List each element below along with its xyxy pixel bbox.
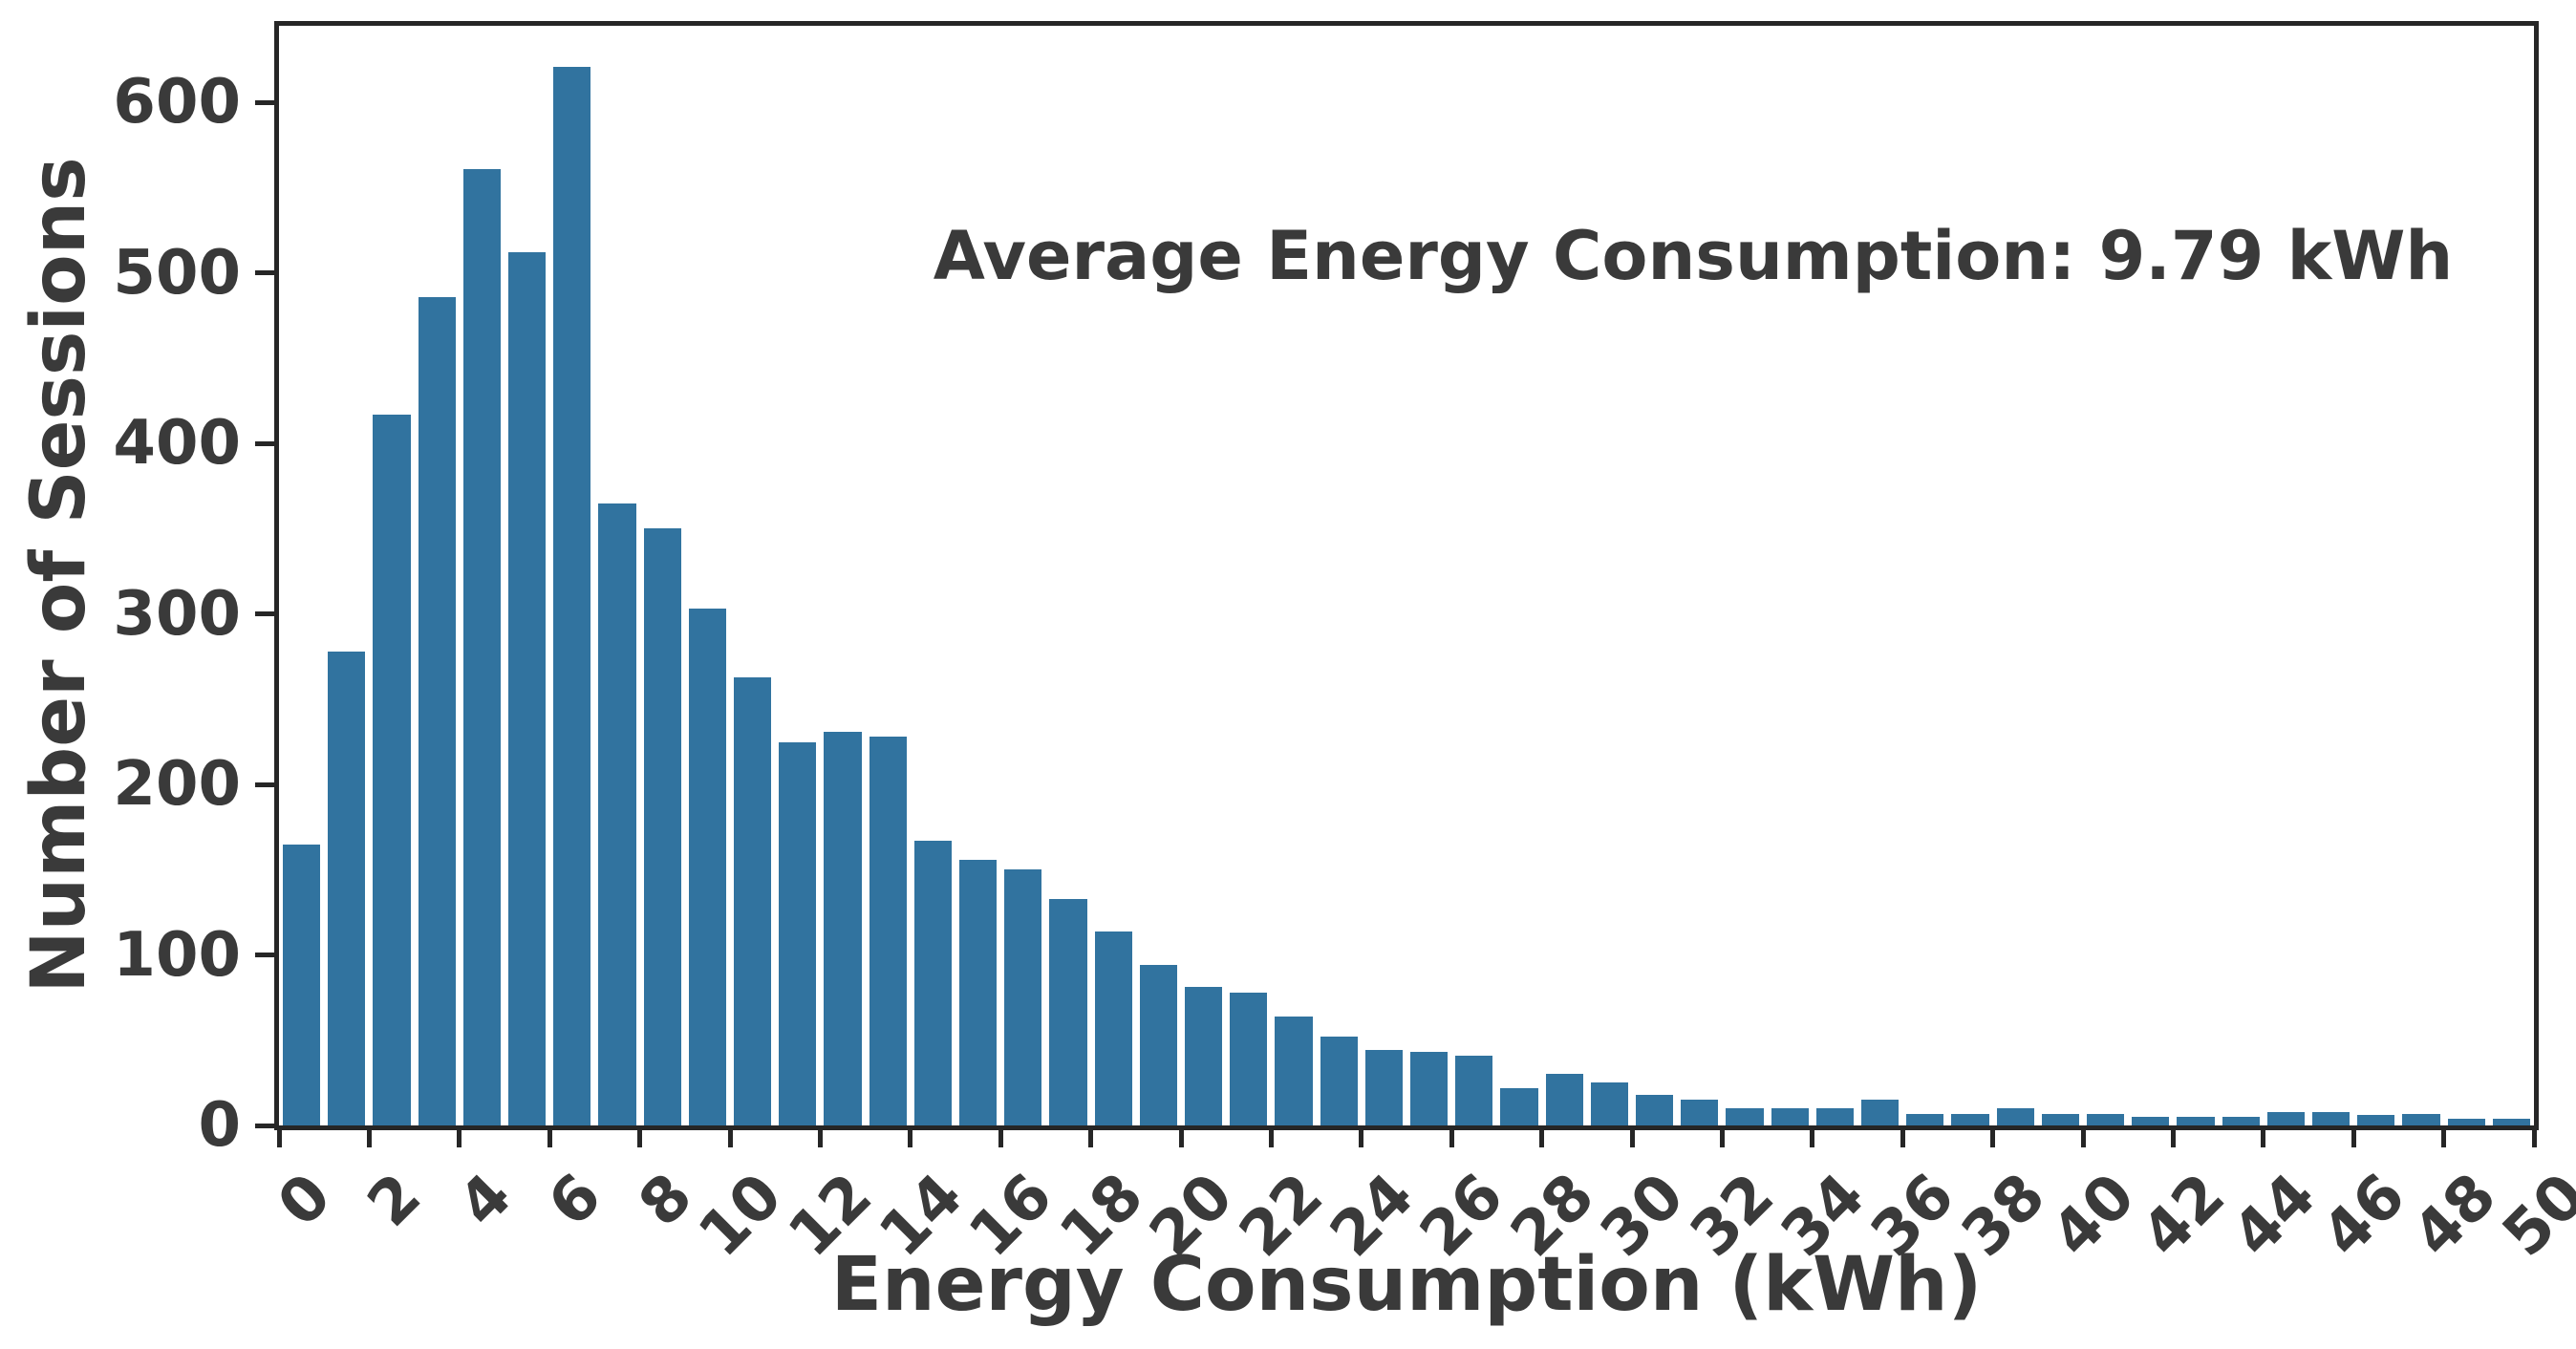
histogram-bar	[779, 741, 817, 1125]
histogram-bar	[1320, 1037, 1358, 1125]
histogram-bar	[2041, 1113, 2079, 1125]
y-tick-mark	[255, 782, 274, 787]
y-tick-label: 0	[198, 1090, 241, 1161]
histogram-bar	[1185, 987, 1223, 1125]
histogram-bar	[1815, 1108, 1854, 1125]
histogram-bar	[869, 737, 907, 1125]
histogram-bar	[1275, 1016, 1313, 1125]
histogram-bar	[1455, 1055, 1493, 1125]
histogram-bar	[508, 252, 547, 1125]
x-tick-mark	[2170, 1130, 2176, 1147]
histogram-bar	[1094, 931, 1132, 1125]
histogram-bar	[283, 844, 321, 1125]
histogram-bar	[688, 609, 726, 1125]
histogram-bar	[1139, 965, 1177, 1125]
x-tick-mark	[817, 1130, 823, 1147]
y-tick-label: 600	[113, 67, 241, 139]
y-tick-mark	[255, 270, 274, 276]
histogram-bar	[2087, 1113, 2125, 1125]
histogram-bar	[1364, 1050, 1403, 1125]
histogram-bar	[1861, 1100, 1900, 1125]
y-tick-label: 100	[113, 919, 241, 991]
histogram-bar	[734, 676, 772, 1125]
y-tick-mark	[255, 99, 274, 105]
histogram-bar	[2357, 1115, 2395, 1125]
x-tick-mark	[1900, 1130, 1905, 1147]
histogram-bar	[2492, 1118, 2530, 1125]
x-tick-mark	[2351, 1130, 2356, 1147]
y-tick-mark	[255, 953, 274, 958]
histogram-bar	[462, 168, 501, 1125]
x-tick-mark	[1719, 1130, 1725, 1147]
histogram-bar	[2177, 1117, 2215, 1125]
histogram-bar	[643, 528, 681, 1125]
histogram-bar	[328, 651, 366, 1125]
x-tick-mark	[366, 1130, 372, 1147]
histogram-bar	[913, 841, 952, 1125]
histogram-bar	[1636, 1094, 1674, 1125]
y-tick-mark	[255, 440, 274, 446]
histogram-bar	[1049, 898, 1087, 1125]
histogram-bar	[1906, 1113, 1944, 1125]
x-tick-mark	[2080, 1130, 2086, 1147]
x-tick-mark	[547, 1130, 552, 1147]
histogram-bar	[1590, 1082, 1628, 1125]
y-tick-mark	[255, 611, 274, 617]
y-tick-label: 500	[113, 237, 241, 309]
histogram-bar	[1951, 1113, 1989, 1125]
x-axis-title: Energy Consumption (kWh)	[830, 1242, 1983, 1328]
histogram-bar	[2447, 1118, 2485, 1125]
y-tick-label: 300	[113, 578, 241, 650]
histogram-bar	[2222, 1117, 2260, 1125]
plot-area	[274, 21, 2539, 1130]
x-tick-mark	[637, 1130, 643, 1147]
histogram-bar	[2132, 1117, 2170, 1125]
x-tick-mark	[2261, 1130, 2266, 1147]
histogram-bar	[1771, 1108, 1809, 1125]
x-tick-mark	[2531, 1130, 2537, 1147]
x-tick-mark	[727, 1130, 733, 1147]
y-tick-mark	[255, 1123, 274, 1128]
histogram-bar	[373, 414, 411, 1125]
histogram-bar	[1996, 1108, 2034, 1125]
histogram-bar	[1545, 1074, 1583, 1125]
x-tick-mark	[2441, 1130, 2447, 1147]
x-tick-mark	[276, 1130, 282, 1147]
histogram-bar	[2312, 1111, 2351, 1125]
y-tick-label: 200	[113, 749, 241, 821]
x-tick-mark	[998, 1130, 1003, 1147]
histogram-bar	[1004, 869, 1042, 1125]
x-tick-mark	[457, 1130, 462, 1147]
histogram-bar	[553, 66, 591, 1125]
x-tick-mark	[1268, 1130, 1274, 1147]
histogram-bar	[598, 503, 636, 1125]
histogram-bar	[2402, 1113, 2440, 1125]
x-tick-mark	[1359, 1130, 1364, 1147]
histogram-bar	[1500, 1087, 1538, 1125]
histogram-bar	[2266, 1111, 2305, 1125]
x-tick-mark	[1810, 1130, 1815, 1147]
x-tick-mark	[1990, 1130, 1996, 1147]
x-tick-mark	[1539, 1130, 1545, 1147]
x-tick-mark	[1629, 1130, 1635, 1147]
x-tick-mark	[908, 1130, 913, 1147]
x-tick-mark	[1088, 1130, 1094, 1147]
histogram-bar	[1410, 1052, 1449, 1125]
average-annotation: Average Energy Consumption: 9.79 kWh	[933, 217, 2454, 295]
histogram-bar	[959, 859, 998, 1125]
histogram-bar	[1726, 1108, 1764, 1125]
histogram-bar	[418, 296, 456, 1125]
x-tick-mark	[1178, 1130, 1184, 1147]
histogram-bar	[1681, 1100, 1719, 1125]
histogram-bar	[1230, 992, 1268, 1125]
y-tick-label: 400	[113, 408, 241, 480]
histogram-bar	[824, 731, 862, 1125]
x-tick-mark	[1449, 1130, 1454, 1147]
